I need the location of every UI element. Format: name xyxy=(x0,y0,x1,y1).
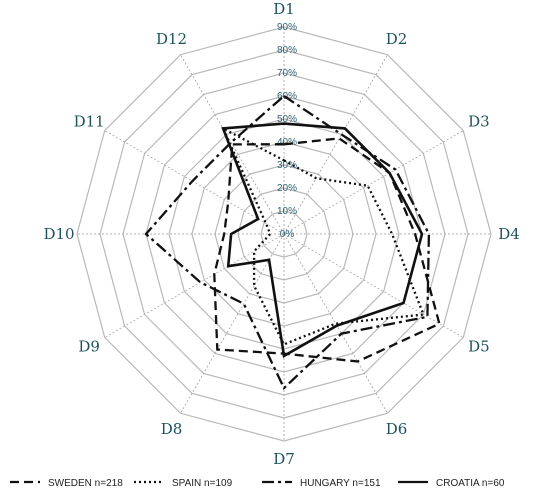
tick-label: 20% xyxy=(277,183,297,194)
legend-label: CROATIA n=60 xyxy=(436,478,505,489)
legend-label: SWEDEN n=218 xyxy=(48,478,123,489)
series-line-4 xyxy=(221,122,424,358)
legend-label: SPAIN n=109 xyxy=(172,478,233,489)
axis-label-d9: D9 xyxy=(78,338,100,356)
axis-label-d1: D1 xyxy=(273,0,295,18)
series-line-2 xyxy=(220,125,426,346)
grid-ring xyxy=(76,26,492,442)
data-series xyxy=(144,94,441,391)
axis-label-d2: D2 xyxy=(386,30,408,48)
axis-label-d4: D4 xyxy=(498,225,520,243)
spoke-line xyxy=(283,54,388,235)
series-line-3 xyxy=(144,94,431,391)
spoke-line xyxy=(283,233,388,414)
legend-label: HUNGARY n=151 xyxy=(300,478,381,489)
grid-ring xyxy=(260,210,308,258)
tick-label: 40% xyxy=(277,137,297,148)
axis-label-d8: D8 xyxy=(161,420,183,438)
axis-label-d6: D6 xyxy=(386,420,408,438)
tick-label: 80% xyxy=(277,45,297,56)
tick-label: 90% xyxy=(277,22,297,33)
axis-label-d7: D7 xyxy=(273,450,295,468)
spoke-line xyxy=(180,233,285,414)
spoke-line xyxy=(283,130,464,235)
spoke-line xyxy=(283,233,464,338)
axis-label-d12: D12 xyxy=(156,30,187,48)
tick-label: 60% xyxy=(277,91,297,102)
axis-label-d3: D3 xyxy=(468,113,490,131)
tick-label: 50% xyxy=(277,114,297,125)
radial-tick-labels: 0% 10% 20% 30% 40% 50% 60% 70% 80% 90% xyxy=(277,22,297,240)
axis-label-d5: D5 xyxy=(468,338,490,356)
axis-label-d11: D11 xyxy=(74,113,105,131)
axis-label-d10: D10 xyxy=(43,225,74,243)
tick-label: 10% xyxy=(277,206,297,217)
tick-label: 0% xyxy=(280,229,295,240)
tick-label: 70% xyxy=(277,68,297,79)
tick-label: 30% xyxy=(277,160,297,171)
axis-labels: D1 D2 D3 D4 D5 D6 D7 D8 D9 D10 D11 D12 xyxy=(43,0,519,468)
spoke-line xyxy=(104,130,285,235)
spoke-line xyxy=(104,233,285,338)
legend: SWEDEN n=218 SPAIN n=109 HUNGARY n=151 CROA… xyxy=(10,478,505,489)
radar-spokes xyxy=(77,27,491,441)
spoke-line xyxy=(180,54,285,235)
